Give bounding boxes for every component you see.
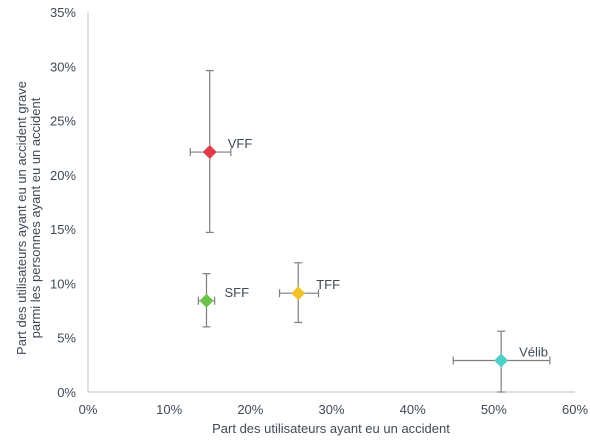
diamond-marker bbox=[291, 286, 306, 301]
y-tick-label: 30% bbox=[50, 59, 76, 74]
data-point-tff: TFF bbox=[278, 262, 340, 324]
data-point-sff: SFF bbox=[197, 273, 250, 328]
x-axis-title: Part des utilisateurs ayant eu un accide… bbox=[212, 421, 450, 436]
x-tick-label: 0% bbox=[79, 402, 98, 417]
y-tick-label: 15% bbox=[50, 222, 76, 237]
x-tick-label: 60% bbox=[562, 402, 588, 417]
y-tick-label: 35% bbox=[50, 5, 76, 20]
y-tick-label: 0% bbox=[57, 385, 76, 400]
y-tick-label: 20% bbox=[50, 168, 76, 183]
diamond-marker bbox=[199, 293, 214, 308]
y-tick-label: 25% bbox=[50, 114, 76, 129]
x-tick-label: 20% bbox=[237, 402, 263, 417]
data-points: VFF SFF TFF Vélib bbox=[189, 70, 551, 393]
x-tick-label: 40% bbox=[400, 402, 426, 417]
x-tick-label: 50% bbox=[481, 402, 507, 417]
data-point-vff: VFF bbox=[189, 70, 253, 233]
point-label: SFF bbox=[225, 285, 250, 300]
x-tick-label: 10% bbox=[156, 402, 182, 417]
data-point-vlib: Vélib bbox=[452, 330, 551, 393]
y-tick-label: 10% bbox=[50, 276, 76, 291]
x-tick-label: 30% bbox=[318, 402, 344, 417]
y-axis-title-line-1: Part des utilisateurs ayant eu un accide… bbox=[14, 81, 29, 355]
tick-labels: 0% 10% 20% 30% 40% 50% 60% 0% 5% 10% 15% 20% 25% 30% 3… bbox=[50, 5, 588, 417]
y-axis-title-line-2: parmi les personnes ayant eu un accident bbox=[28, 97, 43, 338]
diamond-marker bbox=[494, 353, 509, 368]
point-label: VFF bbox=[228, 136, 253, 151]
point-label: Vélib bbox=[519, 345, 548, 360]
diamond-marker bbox=[202, 145, 217, 160]
y-tick-label: 5% bbox=[57, 331, 76, 346]
y-axis-title: Part des utilisateurs ayant eu un accide… bbox=[14, 81, 43, 355]
axes bbox=[87, 12, 575, 393]
point-label: TFF bbox=[316, 277, 340, 292]
